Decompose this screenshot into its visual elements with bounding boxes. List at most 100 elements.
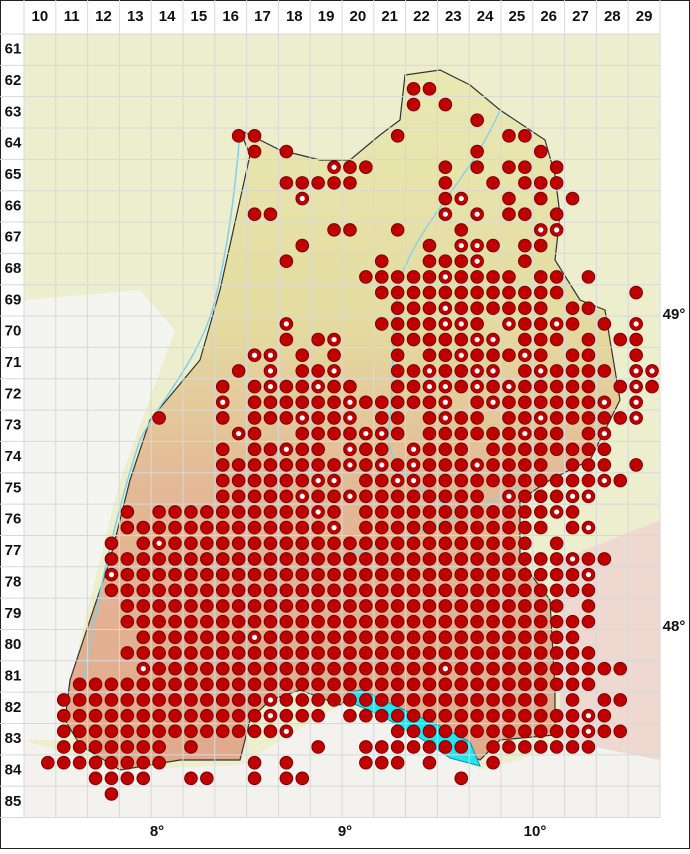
record-dot (343, 630, 357, 645)
record-ring-center (395, 477, 401, 484)
record-dot (120, 677, 135, 692)
record-dot (200, 614, 214, 629)
record-dot (486, 348, 500, 363)
record-dot (406, 379, 421, 394)
record-dot (470, 614, 484, 629)
record-dot (295, 364, 310, 378)
record-dot (470, 583, 484, 598)
record-dot (279, 567, 294, 582)
record-dot (184, 724, 198, 739)
record-dot (422, 317, 437, 331)
record-ring-center (156, 540, 162, 546)
record-dot (581, 661, 596, 676)
record-dot (231, 693, 246, 707)
record-dot (549, 207, 564, 222)
record-dot (72, 755, 87, 770)
record-dot (581, 599, 596, 613)
record-dot (200, 646, 214, 660)
record-ring-center (442, 399, 448, 405)
record-dot (168, 583, 182, 598)
column-label: 25 (509, 8, 526, 25)
record-dot (406, 317, 421, 331)
record-dot (88, 708, 103, 723)
record-dot (247, 693, 262, 707)
record-dot (549, 536, 564, 551)
record-dot (565, 301, 580, 316)
record-dot (120, 599, 135, 613)
record-dot (486, 238, 500, 253)
record-dot (152, 708, 166, 723)
record-ring-center (633, 368, 639, 374)
record-dot (390, 285, 405, 300)
record-dot (374, 599, 389, 613)
record-dot (215, 614, 230, 629)
record-dot (645, 379, 659, 394)
column-label: 17 (254, 8, 271, 25)
record-dot (470, 348, 484, 363)
record-ring-center (649, 368, 655, 374)
record-dot (136, 708, 151, 723)
record-dot (438, 505, 453, 519)
record-ring-center (554, 321, 560, 327)
record-dot (263, 583, 278, 598)
record-dot (422, 520, 437, 535)
record-dot (438, 708, 453, 723)
record-dot (390, 505, 405, 519)
record-dot (311, 364, 325, 378)
record-dot (247, 755, 262, 770)
record-dot (88, 693, 103, 707)
record-dot (279, 144, 294, 159)
record-dot (359, 661, 373, 676)
record-dot (470, 113, 484, 127)
record-dot (406, 693, 421, 707)
record-dot (279, 630, 294, 645)
record-ring-center (347, 415, 353, 421)
record-dot (518, 536, 532, 551)
record-dot (438, 97, 453, 112)
record-ring-center (315, 477, 321, 484)
record-ring-center (585, 713, 592, 719)
record-ring-center (251, 634, 258, 640)
record-dot (311, 536, 325, 551)
record-dot (374, 614, 389, 629)
record-dot (263, 567, 278, 582)
record-dot (374, 411, 389, 425)
record-dot (390, 693, 405, 707)
record-dot (549, 740, 564, 754)
record-dot (565, 693, 580, 707)
record-dot (518, 520, 532, 535)
record-dot (343, 426, 357, 441)
record-ring-center (267, 713, 274, 719)
record-dot (184, 646, 198, 660)
record-dot (247, 505, 262, 519)
record-dot (422, 708, 437, 723)
record-ring-center (554, 227, 560, 233)
record-dot (231, 630, 246, 645)
record-dot (486, 379, 500, 394)
record-dot (438, 646, 453, 660)
record-dot (231, 599, 246, 613)
record-dot (231, 677, 246, 692)
record-dot (279, 708, 294, 723)
record-dot (374, 254, 389, 269)
record-dot (613, 693, 628, 707)
record-dot (470, 693, 484, 707)
record-dot (533, 285, 548, 300)
record-dot (533, 379, 548, 394)
record-dot (215, 693, 230, 707)
record-dot (311, 489, 325, 504)
longitude-label: 9° (338, 823, 352, 840)
record-dot (311, 176, 325, 190)
record-dot (136, 552, 151, 566)
record-dot (470, 520, 484, 535)
record-dot (438, 285, 453, 300)
record-dot (104, 740, 119, 754)
record-dot (486, 301, 500, 316)
record-dot (486, 442, 500, 457)
record-dot (295, 630, 310, 645)
record-dot (247, 583, 262, 598)
record-ring-center (140, 666, 146, 672)
record-dot (374, 740, 389, 754)
record-dot (279, 536, 294, 551)
record-dot (295, 567, 310, 582)
